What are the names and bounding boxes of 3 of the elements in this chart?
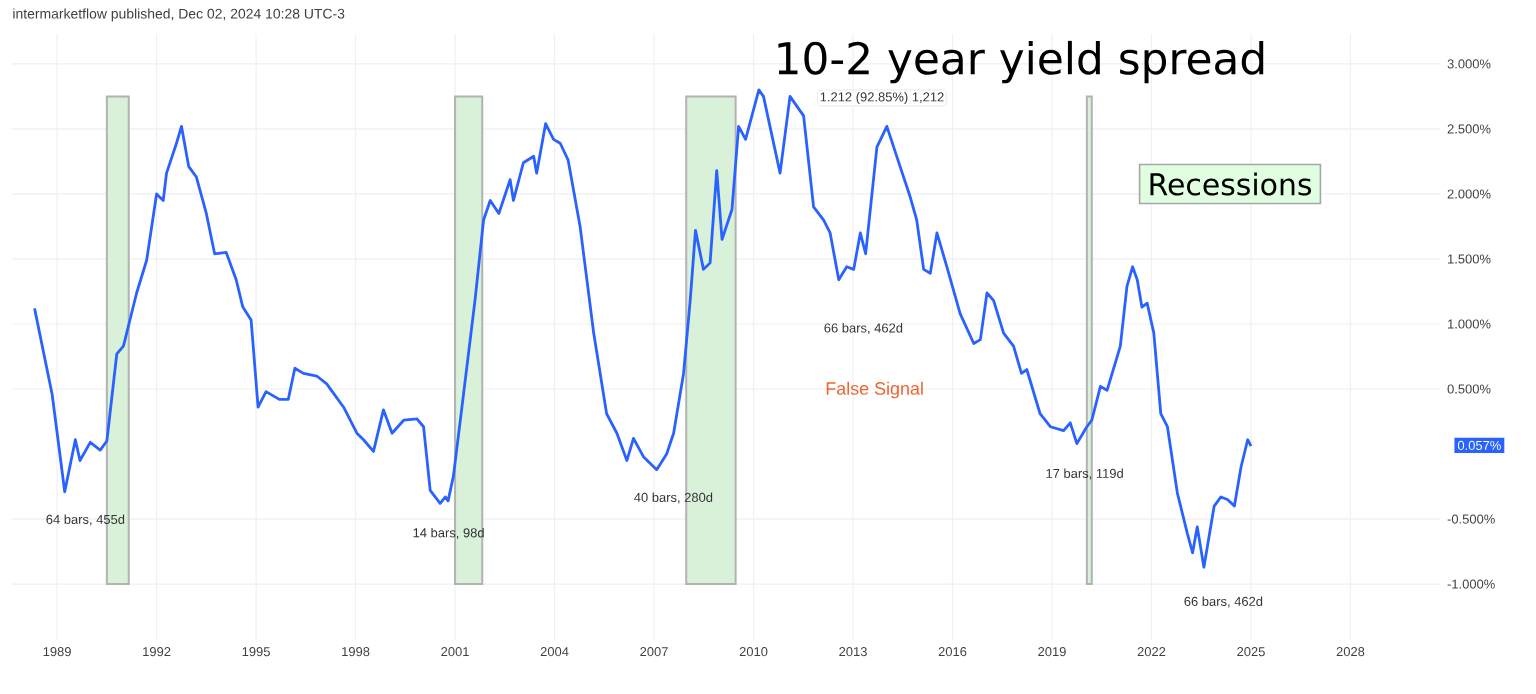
annotation: False Signal: [826, 381, 923, 399]
chart-title: 10-2 year yield spread: [778, 40, 1264, 84]
annotation: Recessions: [1150, 172, 1312, 196]
